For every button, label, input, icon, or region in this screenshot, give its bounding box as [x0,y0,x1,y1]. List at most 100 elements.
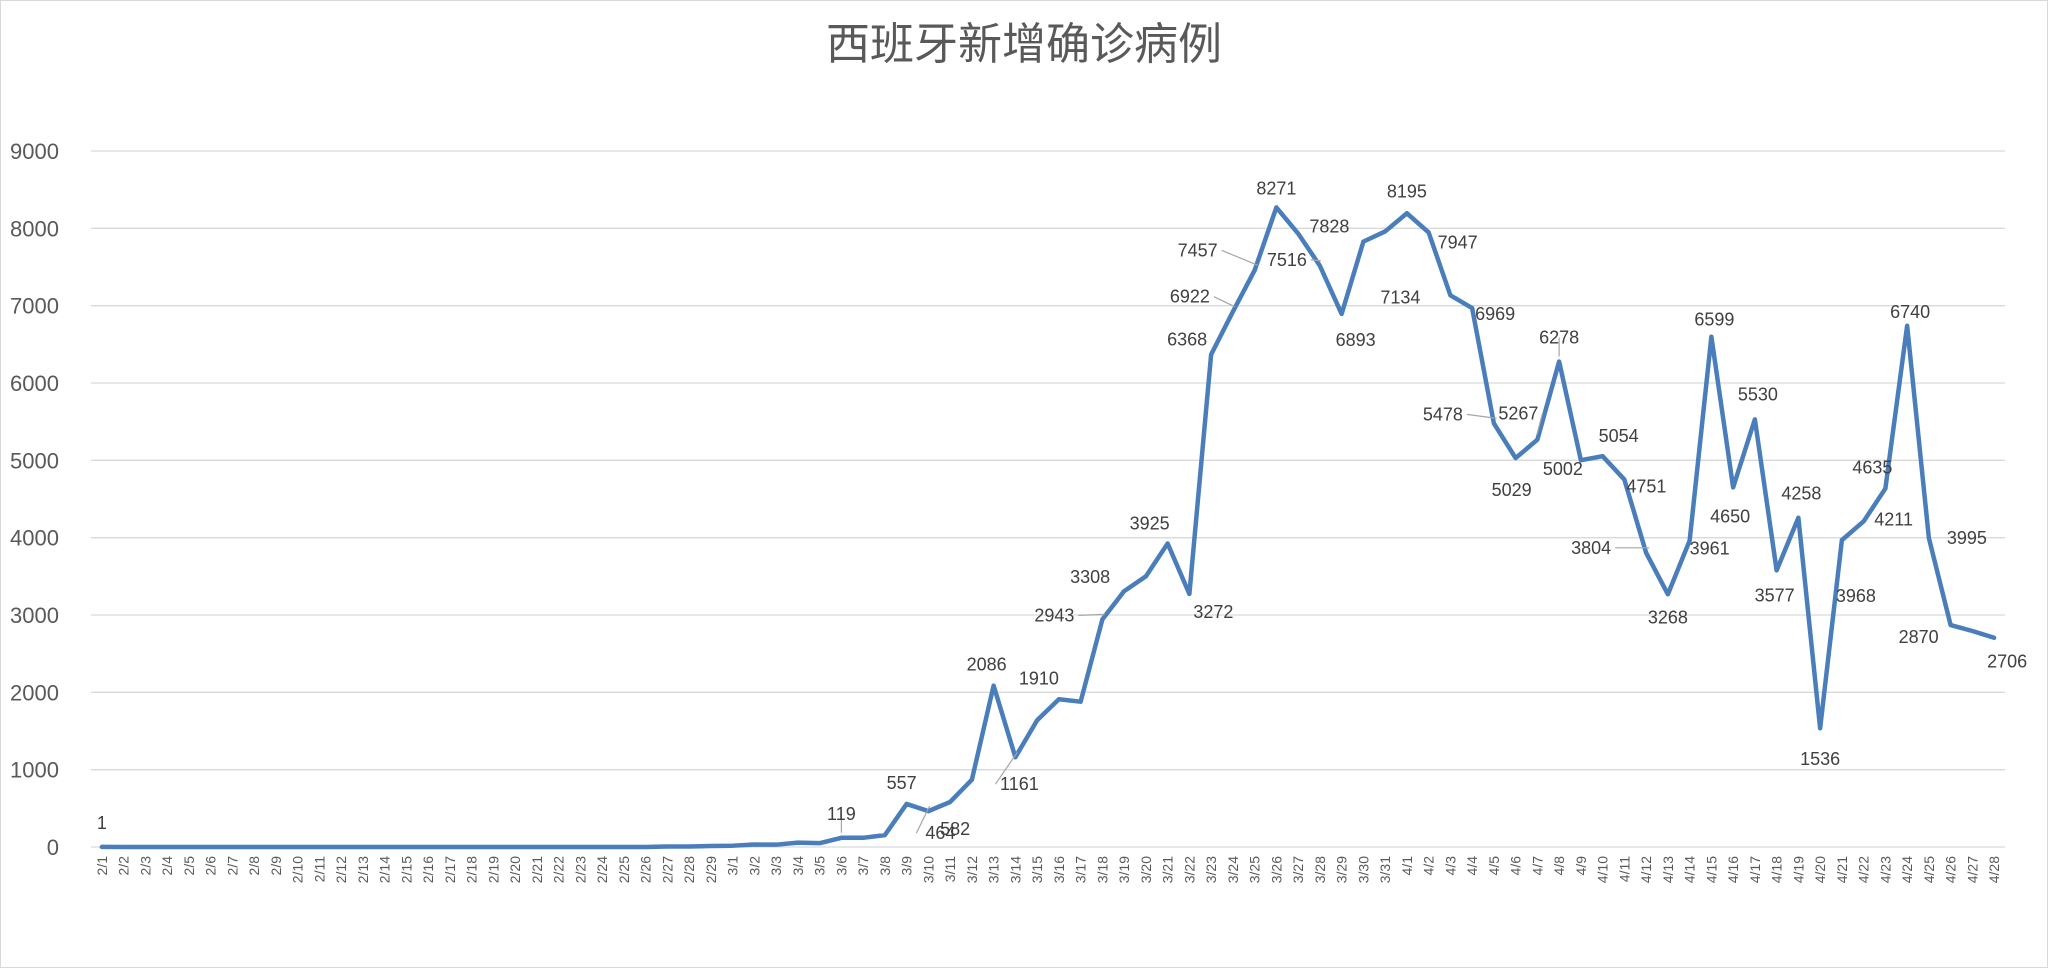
data-label: 6278 [1539,328,1579,348]
y-tick-label: 2000 [10,680,59,705]
x-tick-label: 4/26 [1943,856,1959,883]
x-tick-label: 4/7 [1529,856,1545,876]
data-label: 8195 [1387,181,1427,201]
data-label: 1161 [1000,774,1039,794]
x-tick-label: 3/9 [899,856,915,876]
data-label: 5002 [1543,459,1583,479]
data-label: 2943 [1034,605,1074,625]
data-label: 3968 [1836,586,1876,606]
x-tick-label: 2/5 [181,856,197,876]
label-leader-line [994,751,1018,785]
data-label: 5478 [1423,404,1463,424]
x-tick-label: 4/19 [1790,856,1806,883]
x-tick-label: 2/7 [224,856,240,876]
x-tick-label: 3/4 [790,856,806,876]
x-tick-label: 4/16 [1725,856,1741,883]
x-tick-label: 4/1 [1399,856,1415,876]
x-tick-label: 3/14 [1007,856,1023,883]
x-tick-label: 2/9 [268,856,284,876]
x-tick-label: 4/15 [1703,856,1719,883]
y-tick-label: 3000 [10,603,59,628]
x-tick-label: 3/5 [812,856,828,876]
x-tick-label: 4/17 [1747,856,1763,883]
label-leader-line [1310,259,1321,262]
x-tick-label: 3/2 [746,856,762,876]
data-label: 4751 [1626,477,1666,497]
y-tick-label: 5000 [10,448,59,473]
x-tick-label: 4/14 [1682,856,1698,883]
data-label: 5530 [1738,384,1778,404]
x-tick-label: 3/8 [877,856,893,876]
data-label: 2706 [1987,652,2027,672]
x-tick-label: 2/23 [572,856,588,883]
x-tick-label: 2/2 [116,856,132,876]
data-label: 6368 [1167,330,1207,350]
x-tick-label: 4/11 [1616,856,1632,882]
data-label: 2086 [967,655,1007,675]
x-tick-label: 4/24 [1899,856,1915,883]
x-tick-label: 2/13 [355,856,371,883]
gridlines [91,150,2005,848]
label-leader-line [915,805,931,834]
data-label: 3268 [1648,607,1688,627]
y-tick-label: 7000 [10,294,59,319]
x-tick-label: 4/18 [1769,856,1785,883]
data-label: 3577 [1755,585,1795,605]
x-tick-label: 2/25 [616,856,632,883]
y-tick-label: 1000 [10,758,59,783]
x-tick-label: 4/27 [1964,856,1980,883]
data-label: 7516 [1267,250,1307,270]
series-line-0 [99,205,1997,850]
x-tick-label: 4/9 [1573,856,1589,876]
data-label: 6969 [1475,304,1515,324]
x-tick-label: 4/5 [1486,856,1502,876]
x-tick-label: 3/21 [1160,856,1176,883]
label-leader-line [1213,296,1236,308]
y-tick-label: 0 [47,835,59,860]
x-tick-label: 4/28 [1986,856,2002,883]
x-tick-label: 4/4 [1464,856,1480,876]
data-label: 557 [887,773,917,793]
x-tick-label: 2/22 [551,856,567,883]
x-tick-label: 2/16 [420,856,436,883]
x-tick-label: 3/6 [833,856,849,876]
x-tick-label: 4/20 [1812,856,1828,883]
x-tick-label: 4/3 [1442,856,1458,876]
x-tick-label: 2/8 [246,856,262,876]
data-label: 7134 [1380,287,1420,307]
data-label: 5267 [1498,404,1538,424]
data-label: 6599 [1694,310,1734,330]
x-tick-label: 3/16 [1051,856,1067,883]
x-tick-label: 4/2 [1421,856,1437,876]
y-tick-label: 8000 [10,216,59,241]
data-label: 3308 [1070,567,1110,587]
x-tick-label: 2/19 [485,856,501,883]
data-label: 5029 [1492,480,1532,500]
data-label: 7828 [1309,217,1349,237]
x-tick-label: 2/14 [377,856,393,883]
x-tick-label: 2/26 [638,856,654,883]
x-tick-label: 2/6 [203,856,219,876]
data-label: 6922 [1170,287,1210,307]
data-label: 1 [97,813,107,833]
x-tick-label: 4/13 [1660,856,1676,883]
data-label: 6893 [1336,330,1376,350]
data-label: 7947 [1438,232,1478,252]
data-label: 2870 [1899,627,1939,647]
x-tick-label: 3/23 [1203,856,1219,883]
data-label: 582 [940,819,970,839]
x-tick-label: 3/10 [920,856,936,883]
x-tick-label: 4/12 [1638,856,1654,883]
x-tick-label: 4/8 [1551,856,1567,876]
x-tick-label: 4/22 [1856,856,1872,883]
x-tick-label: 2/18 [464,856,480,883]
x-tick-label: 2/3 [137,856,153,876]
x-tick-label: 2/1 [94,856,110,876]
x-tick-label: 3/30 [1355,856,1371,883]
x-tick-label: 3/29 [1334,856,1350,883]
y-axis-tick-labels: 0 1000 2000 3000 4000 5000 6000 7000 8000 9000 [10,139,59,860]
x-tick-label: 2/21 [529,856,545,883]
y-tick-label: 9000 [10,139,59,164]
data-label: 3995 [1947,528,1987,548]
